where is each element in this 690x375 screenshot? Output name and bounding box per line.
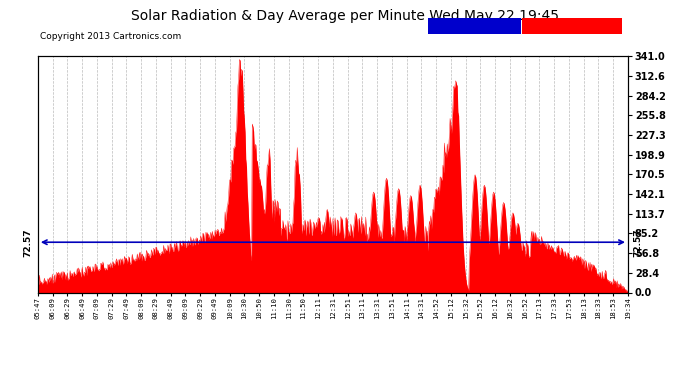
Text: Radiation (w/m2): Radiation (w/m2) xyxy=(531,21,613,30)
Text: 72.57: 72.57 xyxy=(634,228,643,256)
Text: Solar Radiation & Day Average per Minute Wed May 22 19:45: Solar Radiation & Day Average per Minute… xyxy=(131,9,559,23)
Text: Median (w/m2): Median (w/m2) xyxy=(439,21,510,30)
Text: Copyright 2013 Cartronics.com: Copyright 2013 Cartronics.com xyxy=(40,32,181,41)
Text: 72.57: 72.57 xyxy=(23,228,32,256)
